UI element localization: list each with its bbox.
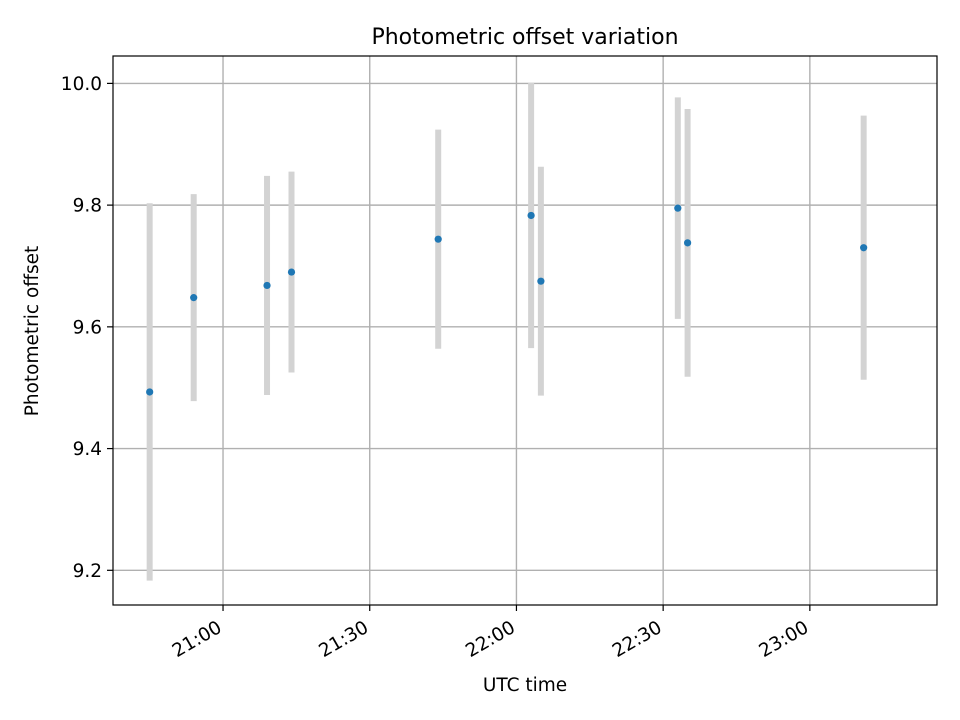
data-point xyxy=(683,239,692,247)
x-tick-label: 22:30 xyxy=(609,617,666,662)
y-tick-label: 9.8 xyxy=(73,196,102,217)
plot-background xyxy=(113,56,937,605)
data-point xyxy=(434,235,442,243)
data-point xyxy=(146,388,154,396)
data-points xyxy=(146,204,868,396)
x-tick-label: 23:00 xyxy=(756,617,813,662)
x-tick-label: 22:00 xyxy=(462,617,519,662)
grid-lines xyxy=(113,56,937,605)
data-point xyxy=(860,244,868,252)
x-tick-label: 21:30 xyxy=(316,617,373,662)
data-point xyxy=(190,294,198,302)
y-tick-label: 10.0 xyxy=(61,74,102,95)
data-point xyxy=(263,281,271,290)
y-tick-label: 9.6 xyxy=(73,317,102,338)
chart-title: Photometric offset variation xyxy=(371,25,678,50)
x-axis-label: UTC time xyxy=(483,675,567,696)
data-point xyxy=(527,211,535,220)
y-tick-label: 9.4 xyxy=(73,439,102,460)
y-axis-label: Photometric offset xyxy=(22,246,43,417)
data-point xyxy=(537,277,545,285)
data-point xyxy=(674,204,682,212)
y-tick-label: 9.2 xyxy=(73,561,102,582)
x-tick-label: 21:00 xyxy=(169,617,226,662)
plot-frame xyxy=(112,55,938,606)
data-point xyxy=(287,268,296,276)
